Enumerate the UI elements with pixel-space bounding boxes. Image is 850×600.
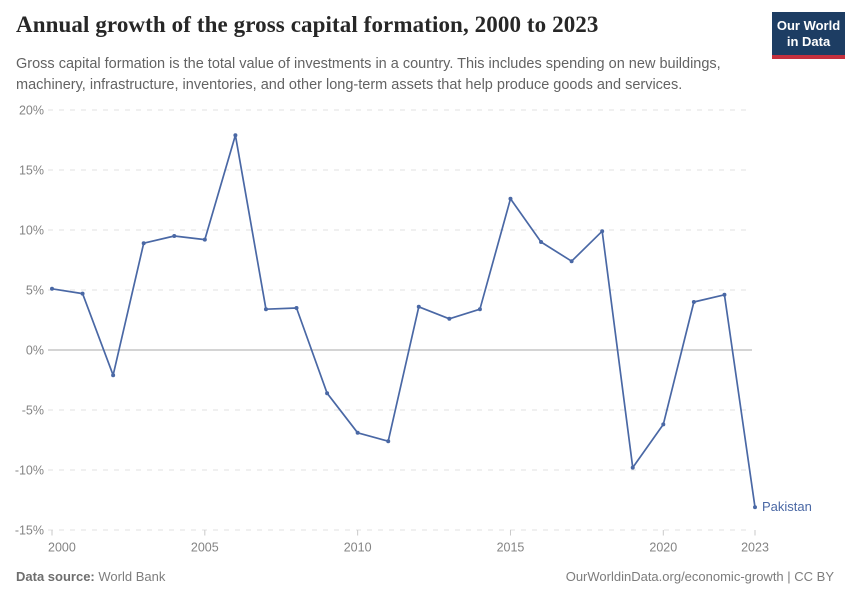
data-point[interactable] bbox=[111, 373, 116, 378]
data-point[interactable] bbox=[630, 465, 635, 470]
data-source-label: Data source: bbox=[16, 569, 95, 584]
data-point[interactable] bbox=[661, 422, 666, 427]
data-point[interactable] bbox=[172, 234, 177, 238]
data-point[interactable] bbox=[50, 286, 54, 291]
y-tick-label: 5% bbox=[26, 284, 44, 298]
data-point[interactable] bbox=[539, 240, 544, 244]
data-point[interactable] bbox=[753, 505, 757, 510]
owid-logo-line1: Our World bbox=[776, 18, 841, 33]
data-point[interactable] bbox=[722, 292, 727, 297]
x-tick-label: 2023 bbox=[741, 541, 769, 555]
data-point[interactable] bbox=[691, 300, 696, 304]
data-point[interactable] bbox=[386, 439, 391, 444]
x-tick-label: 2020 bbox=[649, 541, 677, 555]
y-tick-label: 10% bbox=[19, 224, 44, 238]
data-point[interactable] bbox=[600, 229, 605, 234]
owid-logo-line2: in Data bbox=[786, 33, 831, 49]
data-point[interactable] bbox=[263, 307, 268, 312]
y-tick-label: -15% bbox=[15, 524, 44, 538]
data-point[interactable] bbox=[355, 430, 360, 435]
x-tick-label: 2015 bbox=[497, 541, 525, 555]
page-title: Annual growth of the gross capital forma… bbox=[16, 12, 599, 37]
data-point[interactable] bbox=[294, 306, 299, 310]
series-end-label: Pakistan bbox=[762, 499, 812, 514]
y-tick-label: -10% bbox=[15, 464, 44, 478]
data-point[interactable] bbox=[569, 259, 574, 264]
data-source-value: World Bank bbox=[98, 569, 166, 584]
owid-logo[interactable]: Our World in Data bbox=[772, 12, 845, 59]
data-point[interactable] bbox=[233, 133, 238, 138]
y-tick-label: 15% bbox=[19, 164, 44, 178]
data-source: Data source: World Bank bbox=[16, 569, 165, 584]
data-point[interactable] bbox=[508, 196, 513, 201]
y-tick-label: -5% bbox=[22, 404, 44, 418]
y-tick-label: 0% bbox=[26, 344, 44, 358]
data-point[interactable] bbox=[141, 241, 146, 246]
chart-footer: Data source: World Bank OurWorldinData.o… bbox=[16, 569, 834, 584]
data-point[interactable] bbox=[447, 316, 452, 321]
data-point[interactable] bbox=[325, 391, 330, 396]
x-tick-label: 2005 bbox=[191, 541, 219, 555]
x-tick-label: 2010 bbox=[344, 541, 372, 555]
y-tick-label: 20% bbox=[19, 104, 44, 118]
data-point[interactable] bbox=[477, 307, 482, 312]
x-tick-label: 2000 bbox=[48, 541, 76, 555]
chart-subtitle: Gross capital formation is the total val… bbox=[16, 56, 721, 94]
data-line-pakistan[interactable] bbox=[51, 134, 756, 509]
credit-link[interactable]: OurWorldinData.org/economic-growth | CC … bbox=[565, 569, 834, 584]
data-point[interactable] bbox=[416, 304, 421, 309]
data-point[interactable] bbox=[202, 237, 207, 242]
data-point[interactable] bbox=[80, 291, 85, 296]
